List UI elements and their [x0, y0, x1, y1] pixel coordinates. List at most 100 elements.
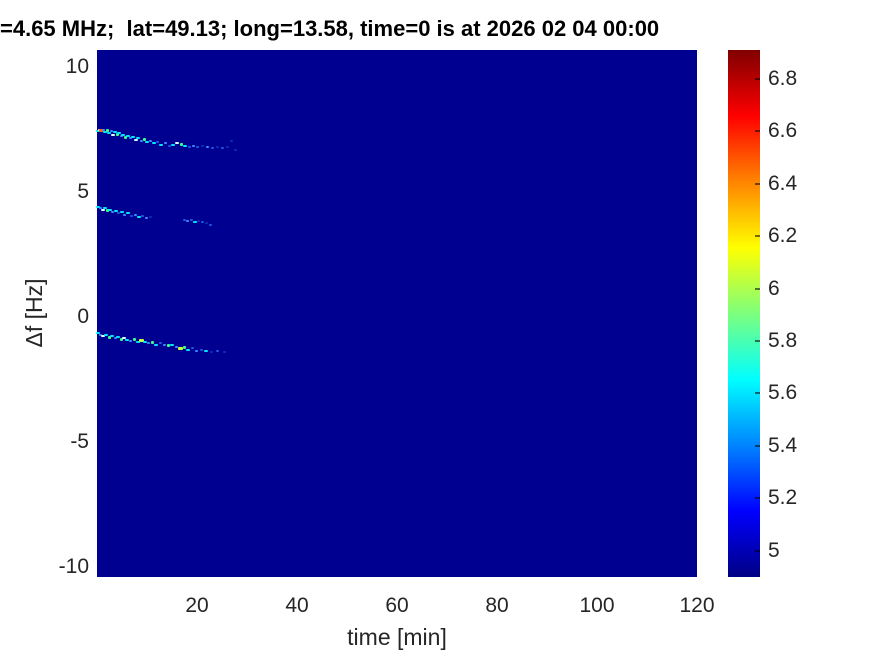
- data-point: [159, 143, 163, 146]
- data-point: [163, 142, 167, 145]
- y-tick-label: -10: [58, 555, 89, 578]
- data-point: [209, 351, 213, 353]
- colorbar-tick-label: 6.8: [768, 66, 798, 90]
- data-point: [119, 338, 123, 341]
- data-point: [113, 337, 117, 340]
- data-point: [208, 223, 212, 226]
- colorbar-tick-mark: [755, 444, 760, 447]
- data-point: [167, 144, 171, 147]
- data-point: [101, 334, 105, 337]
- data-point: [130, 214, 133, 217]
- data-point: [110, 334, 114, 337]
- data-point: [220, 147, 224, 150]
- y-tick-label: 5: [77, 180, 89, 203]
- y-tick-label: 10: [65, 55, 89, 78]
- colorbar-tick-label: 5.4: [768, 433, 798, 457]
- data-point: [142, 341, 147, 343]
- data-point: [182, 218, 186, 221]
- data-point: [132, 338, 136, 341]
- data-point: [139, 139, 143, 142]
- data-point: [129, 137, 132, 140]
- data-point: [175, 142, 179, 145]
- data-point: [133, 138, 138, 141]
- data-point: [233, 148, 237, 151]
- data-point: [96, 332, 100, 335]
- data-point: [103, 207, 107, 210]
- data-point: [126, 212, 130, 215]
- colorbar-tick-mark: [755, 130, 760, 133]
- data-point: [104, 333, 108, 336]
- colorbar-tick-mark: [755, 77, 760, 80]
- data-point: [210, 147, 214, 150]
- colorbar-tick-mark: [755, 549, 760, 552]
- data-point: [125, 338, 129, 341]
- data-point: [229, 139, 233, 142]
- colorbar-tick-label: 6: [768, 276, 780, 300]
- data-point: [204, 222, 208, 225]
- data-point: [200, 144, 204, 147]
- colorbar-tick-mark: [755, 287, 760, 290]
- colorbar-tick-label: 6.6: [768, 119, 798, 143]
- data-point: [144, 217, 148, 220]
- colorbar-tick-mark: [755, 340, 760, 343]
- data-point: [109, 129, 113, 132]
- data-point: [106, 209, 109, 213]
- colorbar-tick-label: 5.2: [768, 486, 798, 510]
- y-tick-label: -5: [70, 430, 89, 453]
- x-tick-label: 60: [385, 594, 409, 617]
- data-point: [154, 343, 158, 346]
- data-point: [135, 341, 140, 343]
- data-point: [122, 337, 126, 340]
- data-point: [150, 340, 154, 344]
- data-point: [96, 206, 100, 208]
- x-tick-label: 100: [579, 594, 615, 617]
- data-point: [129, 339, 132, 342]
- data-point: [131, 136, 135, 138]
- data-point: [199, 348, 203, 351]
- data-point: [99, 333, 102, 336]
- data-point: [196, 219, 200, 222]
- data-point: [192, 221, 197, 223]
- colorbar-tick-mark: [755, 182, 760, 185]
- data-point: [215, 349, 219, 352]
- data-point: [116, 336, 120, 338]
- data-point: [187, 146, 191, 148]
- data-point: [222, 351, 226, 353]
- data-point: [166, 344, 170, 348]
- x-tick-label: 80: [485, 594, 509, 617]
- data-point: [99, 129, 104, 133]
- data-point: [105, 129, 109, 133]
- data-point: [158, 342, 162, 345]
- colorbar-tick-label: 6.2: [768, 224, 798, 248]
- data-point: [136, 216, 141, 218]
- colorbar-tick-mark: [755, 235, 760, 238]
- data-point: [205, 146, 209, 148]
- data-point: [117, 132, 121, 135]
- data-point: [189, 218, 193, 221]
- data-point: [96, 129, 100, 132]
- data-point: [142, 138, 146, 141]
- data-point: [182, 345, 186, 349]
- colorbar-tick-label: 5.8: [768, 329, 798, 353]
- data-point: [177, 346, 183, 350]
- data-point: [113, 209, 118, 212]
- data-point: [111, 211, 114, 213]
- data-point: [126, 134, 130, 137]
- data-point: [123, 213, 126, 216]
- data-point: [191, 144, 195, 147]
- data-point: [174, 346, 178, 348]
- data-point: [138, 339, 144, 343]
- data-point: [186, 348, 190, 351]
- data-point: [136, 137, 140, 140]
- data-point: [113, 131, 117, 133]
- colorbar-tick-mark: [755, 497, 760, 500]
- data-point: [140, 214, 144, 217]
- data-point: [101, 128, 105, 131]
- data-point: [133, 213, 137, 216]
- colorbar-tick-label: 6.4: [768, 171, 798, 195]
- colorbar-gradient: [728, 50, 760, 577]
- data-point: [119, 134, 123, 137]
- data-point: [149, 139, 152, 142]
- data-point: [170, 343, 174, 346]
